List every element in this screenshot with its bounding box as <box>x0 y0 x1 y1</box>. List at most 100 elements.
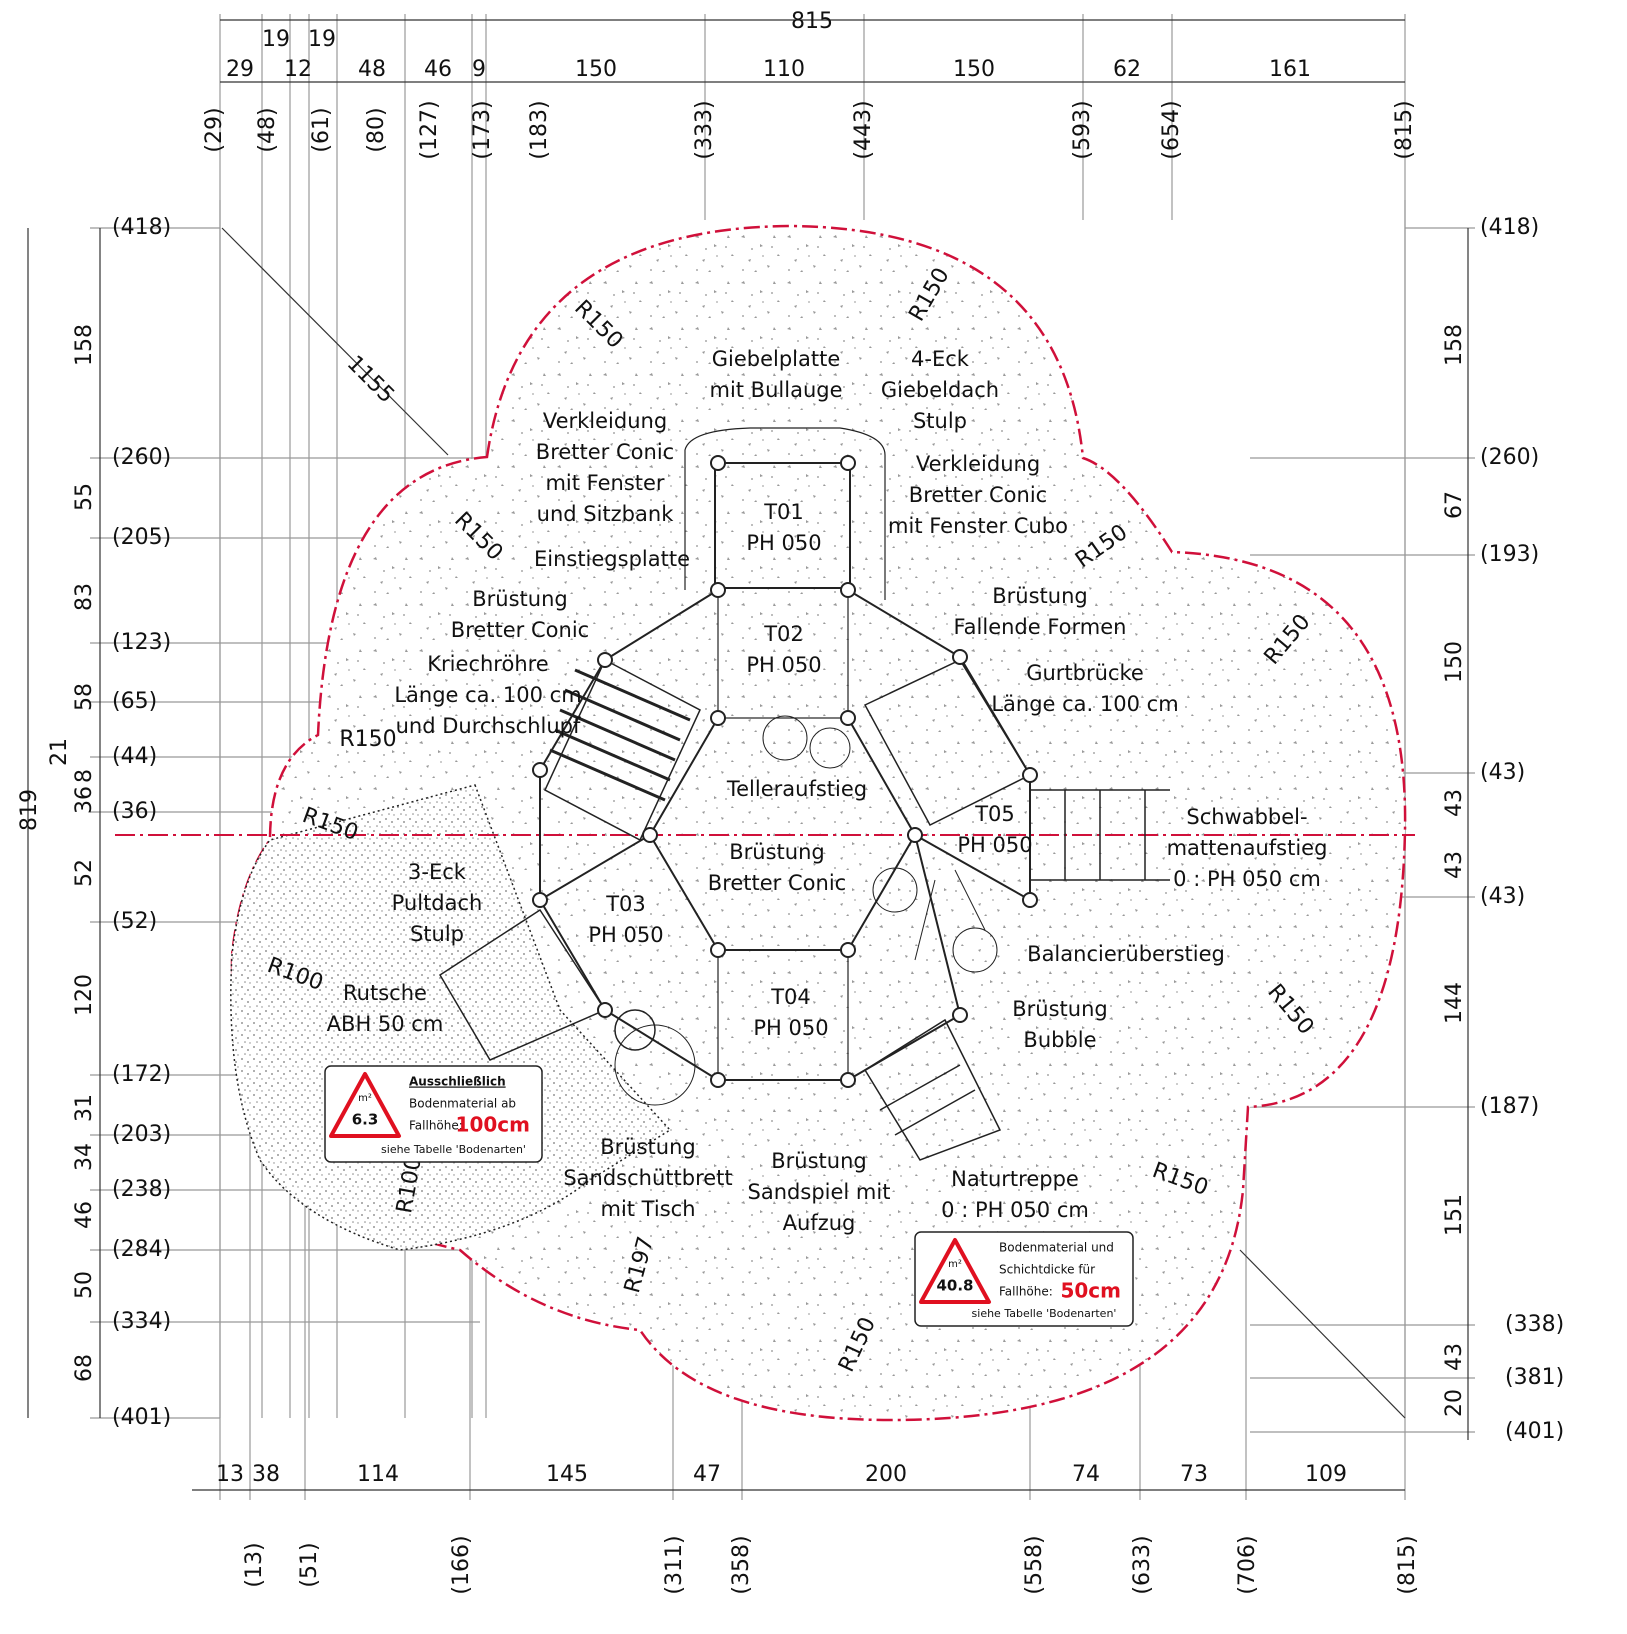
component-label: T05 <box>974 802 1015 826</box>
post <box>1022 767 1038 783</box>
component-label: Bubble <box>1023 1028 1096 1052</box>
dimension-text: (183) <box>527 100 552 159</box>
post <box>532 762 548 778</box>
dimension-text: 21 <box>47 738 72 766</box>
dimension-text: 50 <box>72 1271 97 1299</box>
post <box>710 582 726 598</box>
sign-height: 50cm <box>1060 1279 1121 1303</box>
component-label: Sandspiel mit <box>748 1180 891 1204</box>
sign-text: Fallhöhe: <box>999 1285 1053 1299</box>
sign-area: 6.3 <box>352 1111 379 1129</box>
component-label: mit Fenster Cubo <box>888 514 1068 538</box>
dimension-text: (358) <box>729 1535 754 1594</box>
dimension-text: (29) <box>202 107 227 152</box>
component-label: Balancierüberstieg <box>1027 942 1225 966</box>
component-label: Kriechröhre <box>427 652 548 676</box>
dimension-text: 43 <box>1442 851 1467 879</box>
component-label: Bretter Conic <box>451 618 589 642</box>
dimension-text: 150 <box>575 57 617 82</box>
dimension-text: (238) <box>112 1177 171 1202</box>
post <box>952 1007 968 1023</box>
dimension-text: 9 <box>472 57 486 82</box>
component-label: Gurtbrücke <box>1026 661 1144 685</box>
component-label: PH 050 <box>753 1016 828 1040</box>
component-label: 0 : PH 050 cm <box>941 1198 1089 1222</box>
component-label: PH 050 <box>746 531 821 555</box>
dimension-text: 158 <box>1442 324 1467 366</box>
dimension-text: (36) <box>112 799 157 824</box>
sign-text: Fallhöhe: <box>409 1119 463 1133</box>
dimension-text: 43 <box>1442 789 1467 817</box>
component-label: ABH 50 cm <box>327 1012 444 1036</box>
dimension-text: 48 <box>358 57 386 82</box>
dimension-text: 58 <box>72 683 97 711</box>
dimension-text: 151 <box>1442 1194 1467 1236</box>
component-label: Fallende Formen <box>954 615 1127 639</box>
component-label: Pultdach <box>392 891 483 915</box>
dimension-text: (443) <box>851 100 876 159</box>
dimension-text: 29 <box>226 57 254 82</box>
component-label: Aufzug <box>783 1211 856 1235</box>
sign-text: Bodenmaterial und <box>999 1241 1114 1255</box>
post <box>710 1072 726 1088</box>
dimension-text: 200 <box>865 1462 907 1487</box>
component-label: mit Fenster <box>545 471 664 495</box>
component-label: Bretter Conic <box>708 871 846 895</box>
dimension-text: 1155 <box>342 351 399 408</box>
dimension-text: (52) <box>112 909 157 934</box>
dimension-text: 34 <box>72 1143 97 1171</box>
component-label: 4-Eck <box>911 347 970 371</box>
dim-line <box>221 227 449 456</box>
dimension-text: 19 <box>308 27 336 52</box>
sign-triangle <box>919 1238 991 1304</box>
post <box>840 942 856 958</box>
dimension-text: (418) <box>112 215 171 240</box>
dimension-text: 52 <box>72 859 97 887</box>
dimension-text: (338) <box>1505 1312 1564 1337</box>
signs: m² 6.3 Ausschließlich Bodenmaterial ab Fallh… <box>324 1065 1134 1327</box>
component-label: PH 050 <box>588 923 663 947</box>
dimension-text: 43 <box>1442 1343 1467 1371</box>
dimension-text: 13 <box>216 1462 244 1487</box>
component-label: 0 : PH 050 cm <box>1173 867 1321 891</box>
dimension-text: (334) <box>112 1309 171 1334</box>
sign-note: siehe Tabelle 'Bodenarten' <box>381 1143 526 1156</box>
dimension-text: (51) <box>297 1542 322 1587</box>
component-label: Rutsche <box>343 981 427 1005</box>
posts <box>532 455 1038 1088</box>
sign-text: Bodenmaterial ab <box>409 1097 516 1111</box>
dimension-text: (61) <box>309 107 334 152</box>
component-label: mit Tisch <box>600 1197 695 1221</box>
dimension-text: 36 <box>72 786 97 814</box>
dimension-text: 109 <box>1305 1462 1347 1487</box>
dimension-text: (187) <box>1480 1094 1539 1119</box>
dimension-text: (43) <box>1480 884 1525 909</box>
extension-lines <box>90 14 1475 1500</box>
dimension-text: (633) <box>1130 1535 1155 1594</box>
dimension-text: 12 <box>284 57 312 82</box>
dimension-text: (13) <box>242 1542 267 1587</box>
component-label: Verkleidung <box>543 409 667 433</box>
dimension-text: (80) <box>364 107 389 152</box>
dimension-text: (558) <box>1022 1535 1047 1594</box>
dimension-text: (333) <box>692 100 717 159</box>
post <box>710 942 726 958</box>
dimension-text: 83 <box>72 583 97 611</box>
component-label: Länge ca. 100 cm <box>991 692 1178 716</box>
component-label: PH 050 <box>957 833 1032 857</box>
component-label: Bretter Conic <box>909 483 1047 507</box>
post <box>710 710 726 726</box>
post <box>952 649 968 665</box>
sign-unit: m² <box>948 1259 962 1270</box>
component-label: Giebeldach <box>881 378 999 402</box>
dimension-text: 158 <box>72 324 97 366</box>
dimension-text: 20 <box>1442 1389 1467 1417</box>
post <box>597 1002 613 1018</box>
dimension-text: 62 <box>1113 57 1141 82</box>
component-label: Naturtreppe <box>951 1167 1079 1191</box>
dimension-text: 150 <box>1442 641 1467 683</box>
component-label: Brüstung <box>1012 997 1107 1021</box>
equipment <box>438 427 1170 1161</box>
component-label: Schwabbel- <box>1186 805 1307 829</box>
